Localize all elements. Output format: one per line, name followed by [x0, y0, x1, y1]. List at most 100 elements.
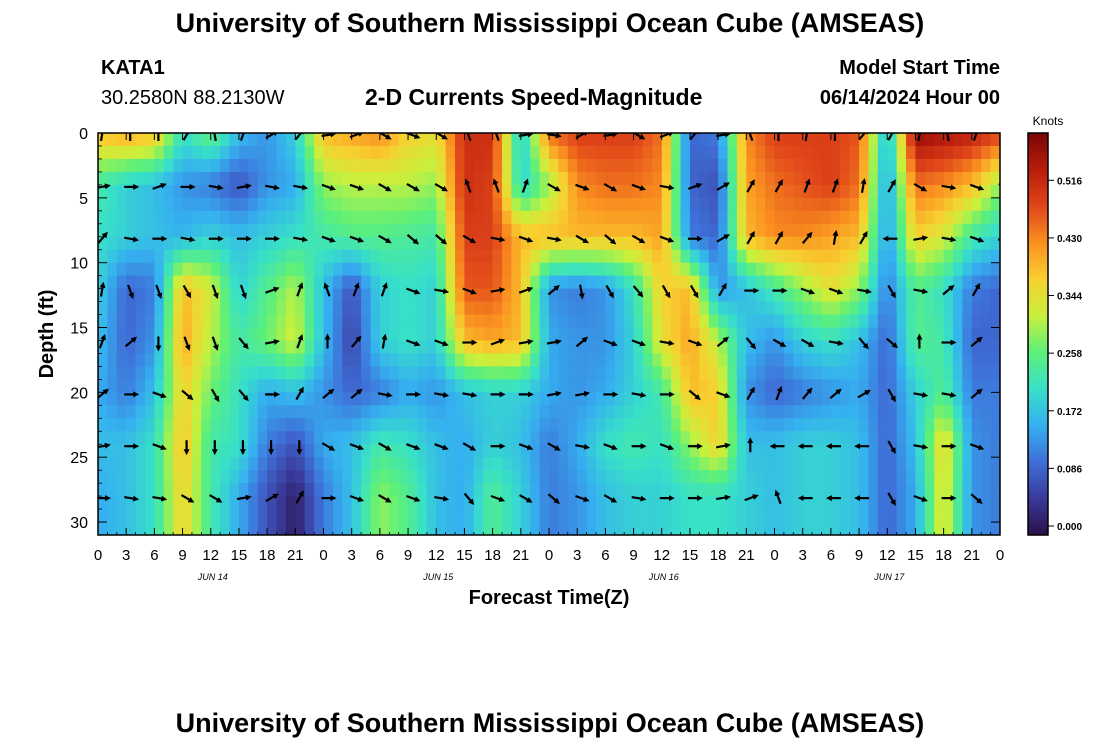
colorbar-unit: Knots: [1033, 114, 1064, 128]
heatmap-cell: [220, 275, 231, 290]
heatmap-cell: [135, 444, 146, 458]
current-arrow: [378, 182, 392, 192]
heatmap-cell: [267, 353, 278, 368]
heatmap-cell: [229, 470, 240, 484]
heatmap-cell: [351, 470, 362, 484]
current-arrow: [575, 336, 589, 348]
current-arrow: [631, 391, 647, 398]
heatmap-cell: [877, 379, 888, 393]
heatmap-cell: [276, 392, 287, 406]
current-arrow: [378, 133, 392, 140]
heatmap-cell: [154, 145, 165, 160]
heatmap-cell: [962, 457, 973, 471]
heatmap-cell: [276, 145, 287, 160]
heatmap-cell: [436, 509, 447, 523]
heatmap-cell: [906, 340, 917, 355]
heatmap-cell: [586, 418, 597, 432]
heatmap-cell: [304, 158, 315, 173]
heatmap-cell: [915, 522, 926, 535]
heatmap-cell: [736, 314, 747, 329]
heatmap-cell: [417, 522, 428, 535]
heatmap-cell: [755, 314, 766, 329]
heatmap-cell: [210, 327, 221, 342]
current-arrow: [716, 336, 730, 348]
heatmap-cell: [671, 366, 682, 380]
heatmap-cell: [455, 522, 466, 535]
current-arrow: [239, 133, 247, 141]
heatmap-cell: [971, 301, 982, 316]
heatmap-cell: [962, 223, 973, 238]
heatmap-cell: [614, 236, 625, 251]
heatmap-cell: [812, 431, 823, 445]
heatmap-cell: [191, 392, 202, 406]
heatmap-cell: [126, 353, 137, 368]
heatmap-cell: [877, 171, 888, 186]
current-arrow: [434, 182, 448, 192]
heatmap-cell: [746, 301, 757, 316]
heatmap-cell: [417, 392, 428, 406]
heatmap-cell: [812, 133, 823, 147]
heatmap-cell: [398, 236, 409, 251]
heatmap-cell: [126, 457, 137, 471]
heatmap-cell: [154, 457, 165, 471]
heatmap-cell: [924, 275, 935, 290]
current-arrow: [490, 494, 506, 502]
heatmap-cell: [539, 327, 550, 342]
colorbar-tick-label: 0.172: [1057, 407, 1082, 418]
heatmap-cell: [736, 145, 747, 160]
heatmap-cell: [511, 431, 522, 445]
current-arrow: [999, 493, 1000, 496]
heatmap-cell: [840, 145, 851, 160]
heatmap-cell: [558, 314, 569, 329]
heatmap-cell: [332, 145, 343, 160]
heatmap-cell: [708, 223, 719, 238]
heatmap-cell: [520, 145, 531, 160]
current-arrow: [687, 339, 703, 347]
colorbar-tick-label: 0.516: [1057, 176, 1082, 187]
colorbar-tick-label: 0.344: [1057, 292, 1082, 303]
heatmap-cell: [492, 340, 503, 355]
colorbar-tick-label: 0.430: [1057, 234, 1082, 245]
heatmap-cell: [915, 431, 926, 445]
heatmap-cell: [549, 418, 559, 432]
heatmap-cell: [107, 444, 118, 458]
x-axis: 0 3 6 9 12 15 18 21 0 3 6 9 12 15 18 21 0 3 6 9 12 15 18 21 0 3 6 9…: [94, 133, 1004, 582]
heatmap-cell: [332, 522, 343, 535]
heatmap-cell: [849, 288, 860, 303]
heatmap-cell: [614, 509, 625, 523]
heatmap-cell: [98, 405, 108, 419]
heatmap-cell: [595, 496, 606, 510]
heatmap-cell: [257, 210, 268, 225]
heatmap-cell: [849, 379, 860, 393]
heatmap-cell: [502, 314, 513, 329]
heatmap-cell: [746, 314, 757, 329]
heatmap-cell: [802, 522, 813, 535]
heatmap-cell: [680, 418, 691, 432]
heatmap-cell: [520, 210, 531, 225]
heatmap-cell: [746, 275, 757, 290]
y-axis-label: Depth (ft): [36, 290, 58, 379]
heatmap-cell: [624, 262, 635, 277]
heatmap-cell: [248, 288, 259, 303]
heatmap-cell: [708, 509, 719, 523]
heatmap-cell: [426, 158, 437, 173]
heatmap-cell: [530, 496, 541, 510]
heatmap-cell: [981, 431, 992, 445]
heatmap-cell: [220, 457, 231, 471]
heatmap-cell: [736, 301, 747, 316]
heatmap-cell: [398, 210, 409, 225]
heatmap-cell: [943, 353, 954, 368]
heatmap-cell: [896, 379, 907, 393]
heatmap-cell: [708, 340, 719, 355]
current-arrow: [518, 286, 534, 294]
heatmap-cell: [680, 522, 691, 535]
heatmap-cell: [511, 301, 522, 316]
heatmap-cell: [473, 184, 484, 199]
current-arrow: [518, 235, 534, 243]
heatmap-cell: [238, 418, 249, 432]
heatmap-cell: [849, 184, 860, 199]
heatmap-cell: [840, 470, 851, 484]
heatmap-cell: [135, 431, 146, 445]
heatmap-cell: [238, 171, 249, 186]
current-arrow: [124, 495, 140, 502]
